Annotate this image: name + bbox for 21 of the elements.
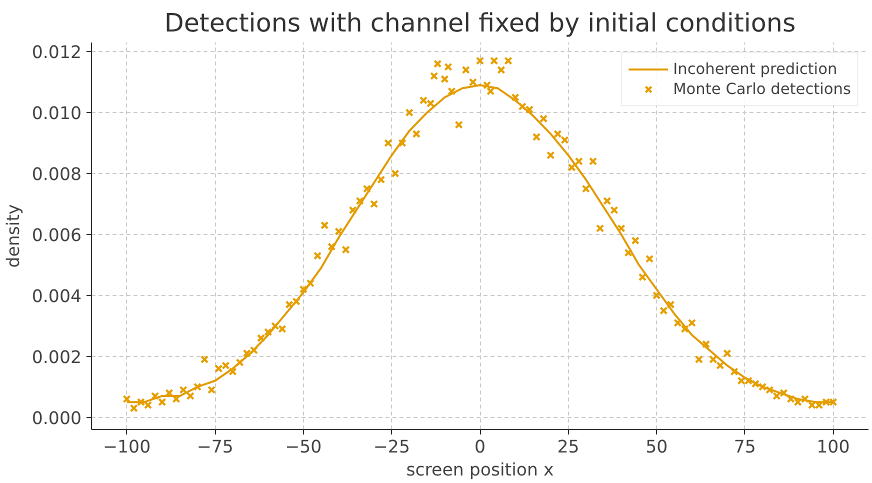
y-tick-label: 0.000 [32, 408, 82, 429]
x-tick-label: 75 [734, 438, 756, 458]
chart-title: Detections with channel fixed by initial conditions [164, 8, 796, 38]
y-tick-label: 0.008 [32, 165, 82, 186]
legend-label: Incoherent prediction [673, 60, 838, 78]
x-tick-label: −25 [373, 438, 410, 458]
x-tick-label: −50 [285, 438, 322, 458]
y-axis-title: density [4, 204, 24, 268]
y-tick-label: 0.006 [32, 226, 82, 246]
y-tick-label: 0.012 [32, 43, 82, 64]
y-tick-label: 0.010 [32, 104, 82, 124]
x-tick-label: 25 [557, 438, 580, 458]
x-axis-title: screen position x [406, 460, 554, 480]
x-tick-label: 100 [816, 438, 850, 458]
x-tick-label: −75 [196, 438, 234, 458]
x-tick-label: 0 [474, 438, 486, 458]
x-tick-label: 50 [646, 438, 668, 458]
x-tick-label: −100 [103, 438, 151, 458]
legend-label: Monte Carlo detections [673, 80, 851, 98]
y-tick-label: 0.002 [32, 348, 82, 368]
y-tick-label: 0.004 [32, 286, 82, 307]
